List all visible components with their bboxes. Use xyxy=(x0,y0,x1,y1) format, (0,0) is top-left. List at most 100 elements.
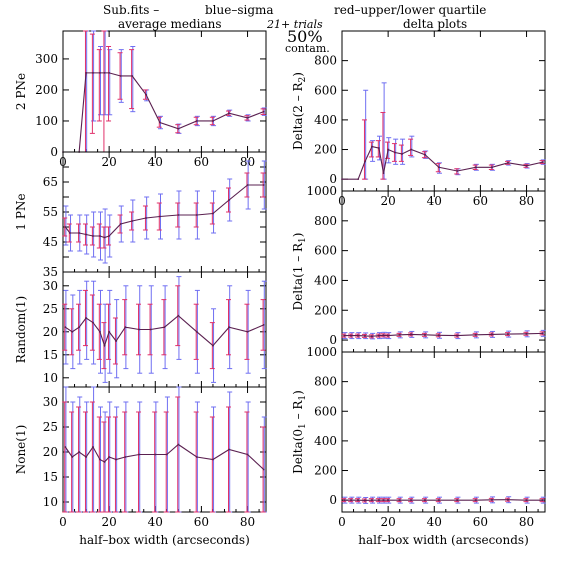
median-point xyxy=(378,499,380,502)
y-tick-label: 600 xyxy=(314,83,337,97)
median-point xyxy=(195,120,198,122)
median-point xyxy=(228,112,230,115)
median-point xyxy=(246,453,249,456)
median-point xyxy=(103,236,106,239)
trials-label: 21+ trials xyxy=(266,18,323,31)
y-axis-label-part: ) xyxy=(291,233,305,238)
y-axis-label: Delta(2 – R2) xyxy=(291,72,308,150)
x-tick-label: 20 xyxy=(101,155,116,169)
median-point xyxy=(262,110,265,113)
y-tick-label: 0 xyxy=(329,333,337,347)
median-point xyxy=(78,451,81,453)
median-point xyxy=(131,220,134,222)
y-tick-label: 0 xyxy=(329,493,337,507)
x-tick-label: 80 xyxy=(240,155,255,169)
median-point xyxy=(437,166,440,169)
x-tick-label: 80 xyxy=(519,515,534,529)
median-point xyxy=(177,443,180,446)
median-point xyxy=(195,330,198,333)
median-point xyxy=(410,333,413,336)
median-point xyxy=(228,199,230,201)
panel-left-3: 10 15 20 25 30 Random(1) xyxy=(14,271,267,388)
y-axis-label-part: ) xyxy=(291,390,305,395)
y-tick-label: 1000 xyxy=(306,184,337,198)
y-tick-label: 30 xyxy=(43,279,58,293)
median-point xyxy=(145,217,147,219)
median-point xyxy=(103,344,106,347)
median-point xyxy=(228,448,230,451)
median-point xyxy=(124,456,127,458)
x-tick-label: 0 xyxy=(338,515,346,529)
y-tick-label: 200 xyxy=(314,303,337,317)
y-tick-label: 25 xyxy=(43,302,58,316)
y-axis-label-part: Delta(1 – R xyxy=(291,242,305,310)
median-point xyxy=(424,153,426,156)
median-point xyxy=(456,499,459,502)
y-tick-label: 65 xyxy=(43,175,58,189)
y-tick-label: 300 xyxy=(35,52,58,66)
median-line xyxy=(344,332,543,337)
median-point xyxy=(99,235,101,237)
median-point xyxy=(357,499,360,502)
median-point xyxy=(382,499,385,502)
median-point xyxy=(541,161,544,164)
median-point xyxy=(382,172,385,175)
y-axis-label: 1 PNe xyxy=(14,193,28,230)
median-point xyxy=(387,499,390,502)
median-point xyxy=(394,151,396,154)
median-point xyxy=(108,71,111,74)
x-tick-label: 20 xyxy=(380,194,395,208)
median-point xyxy=(124,326,127,329)
y-tick-label: 0 xyxy=(329,172,337,186)
y-axis-label: Delta(1 – R1) xyxy=(291,233,308,311)
median-point xyxy=(357,178,360,181)
median-point xyxy=(398,333,401,336)
median-point xyxy=(357,334,360,337)
median-point xyxy=(177,314,180,317)
median-point xyxy=(364,499,366,502)
y-tick-label: 30 xyxy=(43,395,58,409)
median-point xyxy=(541,332,544,335)
median-point xyxy=(262,184,265,186)
median-point xyxy=(525,499,528,502)
median-point xyxy=(387,334,390,337)
median-point xyxy=(212,344,214,347)
median-point xyxy=(246,116,249,119)
median-point xyxy=(103,71,106,74)
median-point xyxy=(177,127,180,130)
y-tick-label: 0 xyxy=(50,145,58,159)
x-tick-label: 60 xyxy=(194,155,209,169)
panel-frame xyxy=(341,30,546,192)
median-point xyxy=(382,334,385,337)
median-point xyxy=(343,499,346,502)
y-tick-label: 25 xyxy=(43,420,58,434)
median-point xyxy=(99,71,101,74)
right-column-title: delta plots xyxy=(403,17,467,31)
median-point xyxy=(212,458,214,461)
y-tick-label: 400 xyxy=(314,113,337,127)
panel-right-2: 0 200 400 600 800 1000 Delta(1 – R1) xyxy=(291,184,546,353)
panel-left-4: 0 20 40 60 80 10 15 20 25 30 None(1) half–box width… xyxy=(14,386,267,547)
y-tick-label: 600 xyxy=(314,244,337,258)
median-point xyxy=(163,326,166,329)
median-point xyxy=(119,75,122,77)
median-point xyxy=(195,214,198,216)
median-point xyxy=(424,333,426,336)
median-point xyxy=(456,170,459,172)
median-point xyxy=(138,453,141,456)
median-point xyxy=(158,215,161,218)
median-point xyxy=(364,160,366,163)
median-point xyxy=(99,458,101,461)
y-axis-label-part: ) xyxy=(291,72,305,77)
median-point xyxy=(474,166,477,169)
x-tick-label: 0 xyxy=(59,515,67,529)
median-point xyxy=(262,468,265,471)
y-tick-label: 45 xyxy=(43,235,58,249)
x-tick-label: 40 xyxy=(148,155,163,169)
median-point xyxy=(195,456,198,458)
median-point xyxy=(491,166,493,169)
median-point xyxy=(474,333,477,336)
